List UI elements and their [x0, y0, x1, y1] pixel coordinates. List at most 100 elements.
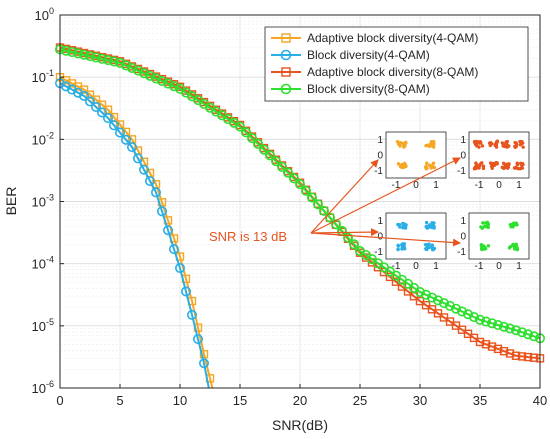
inset-x-tick-label: 0	[413, 261, 419, 272]
legend-entry: Adaptive block diversity(8-QAM)	[271, 65, 478, 79]
constellation-point	[490, 164, 495, 168]
y-tick-label: 10-2	[32, 130, 54, 147]
annotation-arrow	[310, 157, 461, 234]
constellation-point	[495, 139, 500, 143]
inset-frame	[385, 212, 447, 260]
data-point	[235, 121, 246, 132]
inset-y-tick-label: 1	[460, 135, 466, 146]
y-tick-label: 10-1	[32, 68, 54, 85]
legend-marker	[280, 49, 292, 61]
data-point	[517, 352, 527, 361]
data-point	[145, 70, 156, 81]
data-point	[450, 303, 461, 314]
x-tick-label: 15	[233, 393, 247, 408]
constellation-point	[514, 142, 519, 147]
legend-label: Block diversity(4-QAM)	[307, 48, 430, 62]
data-point	[163, 78, 174, 89]
legend-marker	[280, 83, 292, 95]
legend-box	[264, 26, 529, 102]
constellation-point	[401, 142, 405, 146]
constellation-point	[480, 161, 484, 165]
data-point	[270, 156, 281, 167]
constellation-point	[501, 144, 505, 148]
constellation-point	[425, 161, 429, 165]
constellation-point	[432, 224, 436, 229]
data-point	[85, 51, 96, 62]
x-axis-label: SNR(dB)	[272, 417, 328, 433]
x-tick-label: 5	[116, 393, 123, 408]
constellation-point	[514, 243, 518, 248]
data-point	[127, 63, 138, 74]
constellation-point	[425, 224, 429, 229]
constellation-point	[398, 164, 403, 169]
annotation-group: SNR is 13 dB	[209, 157, 461, 247]
series-line	[59, 82, 210, 389]
data-point	[432, 295, 443, 306]
data-point	[199, 349, 209, 359]
data-point	[97, 53, 108, 64]
data-point	[103, 55, 114, 66]
data-point	[504, 323, 515, 334]
constellation-point	[426, 242, 430, 247]
annotation-arrow	[310, 159, 379, 234]
x-tick-label: 20	[293, 393, 307, 408]
data-point	[511, 351, 521, 360]
data-point	[481, 340, 491, 349]
data-point	[253, 138, 264, 149]
data-point	[133, 65, 144, 76]
constellation-point	[424, 143, 428, 148]
constellation-point	[396, 243, 400, 248]
constellation-point	[521, 145, 525, 149]
legend-marker	[281, 33, 291, 43]
data-point	[247, 133, 258, 144]
inset-x-tick-label: 1	[433, 261, 439, 272]
data-point	[85, 96, 96, 107]
inset-x-tick-label: -1	[475, 180, 484, 191]
data-point	[139, 164, 150, 175]
constellation-point	[479, 242, 484, 247]
constellation-point	[402, 161, 407, 166]
data-point	[169, 244, 180, 255]
data-point	[318, 205, 329, 216]
inset-y-tick-label: 0	[377, 232, 383, 243]
data-point	[181, 286, 192, 297]
constellation-point	[472, 167, 477, 171]
data-point	[115, 57, 126, 68]
x-tick-label: 40	[533, 393, 547, 408]
constellation-point	[515, 223, 519, 227]
constellation-point	[396, 142, 401, 146]
data-point	[456, 306, 467, 317]
legend-label: Adaptive block diversity(4-QAM)	[307, 31, 478, 45]
y-axis-label: BER	[3, 187, 19, 216]
data-point	[79, 90, 90, 101]
constellation-point	[505, 145, 509, 149]
data-point	[385, 272, 395, 282]
x-tick-label: 10	[173, 393, 187, 408]
y-tick-label: 10-5	[32, 317, 54, 334]
data-point	[145, 176, 156, 187]
constellation-inset: -1 0 1 1 0 -1	[374, 212, 447, 272]
constellation-point	[396, 247, 400, 252]
constellation-inset: -1 0 1 1 0 -1	[457, 212, 530, 272]
legend-marker	[281, 67, 291, 77]
constellation-point	[424, 167, 428, 171]
data-point	[348, 239, 359, 250]
series-2	[54, 78, 210, 389]
data-point	[175, 263, 186, 274]
data-point	[306, 192, 317, 203]
data-point	[480, 316, 491, 327]
x-tick-label: 30	[413, 393, 427, 408]
constellation-point	[514, 166, 518, 170]
constellation-point	[404, 223, 408, 227]
constellation-point	[479, 246, 484, 251]
data-point	[151, 187, 162, 198]
data-point	[109, 120, 120, 131]
data-point	[133, 153, 144, 164]
inset-y-tick-label: -1	[457, 247, 466, 258]
legend-entry: Adaptive block diversity(4-QAM)	[271, 31, 478, 45]
inset-x-tick-label: 0	[413, 180, 419, 191]
constellation-point	[428, 144, 432, 149]
data-point	[528, 331, 539, 342]
inset-y-tick-label: 1	[377, 216, 383, 227]
constellation-point	[432, 221, 436, 225]
